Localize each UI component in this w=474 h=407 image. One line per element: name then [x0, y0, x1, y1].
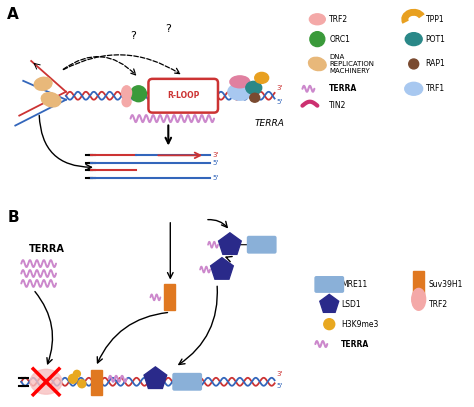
Ellipse shape — [412, 289, 426, 310]
Text: POT1: POT1 — [426, 35, 446, 44]
FancyBboxPatch shape — [91, 370, 102, 395]
Ellipse shape — [230, 76, 250, 88]
Ellipse shape — [250, 93, 260, 102]
Text: TPP1: TPP1 — [426, 15, 444, 24]
Polygon shape — [210, 258, 233, 279]
Text: 5': 5' — [277, 383, 283, 389]
Ellipse shape — [255, 72, 269, 83]
Ellipse shape — [405, 82, 423, 95]
Text: Suv39H1: Suv39H1 — [428, 280, 463, 289]
Text: 5': 5' — [212, 160, 218, 166]
Text: 3': 3' — [277, 371, 283, 377]
Text: 3': 3' — [277, 85, 283, 91]
Ellipse shape — [30, 370, 62, 394]
Ellipse shape — [68, 374, 77, 383]
Text: RAP1: RAP1 — [426, 59, 446, 68]
Text: MRE11: MRE11 — [341, 280, 367, 289]
Text: R-LOOP: R-LOOP — [167, 91, 200, 100]
Ellipse shape — [324, 319, 335, 330]
Text: ?: ? — [165, 24, 171, 34]
Text: TERRA: TERRA — [29, 244, 65, 254]
Text: TRF2: TRF2 — [329, 15, 348, 24]
FancyBboxPatch shape — [164, 284, 175, 310]
Ellipse shape — [246, 81, 262, 94]
Text: 5': 5' — [277, 98, 283, 105]
Text: TRF1: TRF1 — [426, 84, 445, 93]
Text: A: A — [8, 7, 19, 22]
Text: B: B — [8, 210, 19, 225]
FancyBboxPatch shape — [172, 373, 202, 391]
Text: 3': 3' — [212, 152, 219, 158]
Polygon shape — [219, 233, 241, 254]
Text: H3K9me3: H3K9me3 — [341, 319, 379, 329]
Text: TERRA: TERRA — [341, 339, 369, 348]
FancyBboxPatch shape — [247, 236, 277, 254]
Text: DNA: DNA — [329, 54, 345, 60]
FancyBboxPatch shape — [314, 276, 344, 293]
Ellipse shape — [409, 59, 419, 69]
Text: LSD1: LSD1 — [341, 300, 361, 309]
Ellipse shape — [78, 380, 86, 388]
Text: ?: ? — [131, 31, 137, 41]
Ellipse shape — [309, 57, 326, 70]
Ellipse shape — [73, 370, 81, 377]
Ellipse shape — [228, 83, 252, 100]
Ellipse shape — [122, 97, 131, 107]
Text: MACHINERY: MACHINERY — [329, 68, 370, 74]
Ellipse shape — [41, 92, 61, 107]
Polygon shape — [320, 294, 339, 312]
Text: 5': 5' — [212, 175, 218, 181]
Ellipse shape — [310, 14, 325, 25]
Text: TERRA: TERRA — [329, 84, 357, 93]
Text: REPLICATION: REPLICATION — [329, 61, 374, 67]
FancyBboxPatch shape — [413, 271, 424, 298]
Ellipse shape — [130, 86, 146, 102]
FancyBboxPatch shape — [148, 79, 218, 113]
Text: TRF2: TRF2 — [428, 300, 448, 309]
Ellipse shape — [310, 32, 325, 46]
Text: TERRA: TERRA — [255, 119, 284, 128]
Ellipse shape — [34, 77, 52, 90]
Polygon shape — [144, 367, 167, 388]
Ellipse shape — [405, 33, 422, 46]
Ellipse shape — [122, 86, 132, 100]
Text: ORC1: ORC1 — [329, 35, 350, 44]
Text: TIN2: TIN2 — [329, 101, 346, 110]
